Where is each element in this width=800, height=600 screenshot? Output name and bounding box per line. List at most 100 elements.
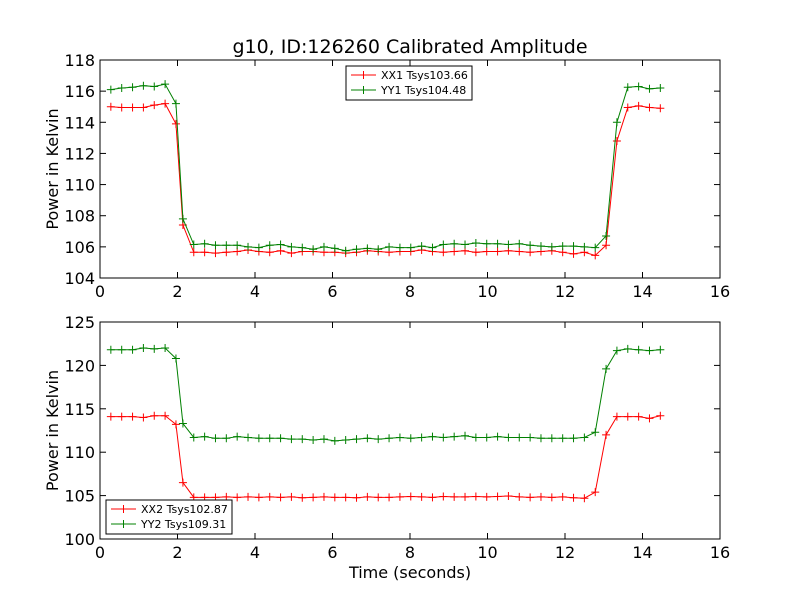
data-point xyxy=(171,99,180,108)
data-point xyxy=(178,419,187,428)
legend: XX1 Tsys103.66 YY1 Tsys104.48 xyxy=(345,65,473,101)
data-point xyxy=(656,84,665,93)
data-point xyxy=(287,242,296,251)
data-point xyxy=(450,239,459,248)
y-tick-label: 110 xyxy=(64,443,95,462)
data-point xyxy=(200,432,209,441)
data-point xyxy=(580,242,589,251)
data-point xyxy=(265,434,274,443)
axes-frame xyxy=(99,59,721,279)
y-tick-label: 106 xyxy=(64,238,95,257)
legend-box xyxy=(105,499,233,535)
data-point xyxy=(352,435,361,444)
data-point xyxy=(406,492,415,501)
legend-label: XX1 Tsys103.66 xyxy=(381,69,468,82)
data-point xyxy=(150,82,159,91)
data-point xyxy=(504,240,513,249)
data-point xyxy=(526,241,535,250)
data-point xyxy=(645,414,654,423)
legend-label: XX2 Tsys102.87 xyxy=(141,503,228,516)
data-point xyxy=(319,492,328,501)
series-line-1 xyxy=(110,415,661,499)
data-point xyxy=(352,245,361,254)
data-point xyxy=(417,433,426,442)
data-point xyxy=(406,434,415,443)
data-point xyxy=(178,478,187,487)
data-point xyxy=(265,241,274,250)
x-tick-label: 12 xyxy=(555,282,575,301)
data-point xyxy=(363,434,372,443)
x-tick-label: 14 xyxy=(632,543,652,562)
data-point xyxy=(171,119,180,128)
data-point xyxy=(222,434,231,443)
y-tick-label: 108 xyxy=(64,207,95,226)
data-point xyxy=(461,431,470,440)
data-point xyxy=(330,244,339,253)
data-point xyxy=(602,364,611,373)
data-point xyxy=(161,80,170,89)
data-point xyxy=(439,248,448,257)
data-point xyxy=(515,492,524,501)
data-point xyxy=(645,103,654,112)
data-point xyxy=(558,434,567,443)
x-tick-label: 16 xyxy=(710,282,730,301)
data-point xyxy=(482,247,491,256)
data-point xyxy=(515,433,524,442)
data-point xyxy=(602,241,611,250)
axes-frame xyxy=(99,321,721,540)
data-point xyxy=(428,493,437,502)
y-tick-label: 100 xyxy=(64,530,95,549)
data-point xyxy=(211,434,220,443)
legend-box xyxy=(345,65,473,101)
x-axis-label: Time (seconds) xyxy=(348,563,471,582)
data-point xyxy=(612,118,621,127)
data-point xyxy=(558,492,567,501)
x-tick-label: 8 xyxy=(405,282,415,301)
y-tick-label: 115 xyxy=(64,400,95,419)
data-point xyxy=(526,433,535,442)
data-point xyxy=(161,99,170,108)
y-tick-label: 110 xyxy=(64,176,95,195)
data-point xyxy=(276,434,285,443)
data-point xyxy=(233,493,242,502)
data-point xyxy=(233,241,242,250)
data-point xyxy=(602,231,611,240)
data-point xyxy=(150,101,159,110)
data-point xyxy=(150,344,159,353)
series-line-2 xyxy=(110,347,661,442)
data-point xyxy=(244,433,253,442)
data-point xyxy=(493,239,502,248)
data-point xyxy=(189,240,198,249)
data-point xyxy=(656,411,665,420)
data-point xyxy=(287,435,296,444)
data-point xyxy=(623,103,632,112)
data-point xyxy=(526,493,535,502)
legend-marker xyxy=(359,71,368,79)
data-point xyxy=(536,492,545,501)
data-point xyxy=(395,243,404,252)
data-point xyxy=(471,248,480,257)
data-point xyxy=(504,492,513,501)
data-point xyxy=(504,433,513,442)
legend-label: YY2 Tsys109.31 xyxy=(140,518,226,531)
data-point xyxy=(128,345,137,354)
x-tick-label: 10 xyxy=(477,282,497,301)
data-point xyxy=(656,104,665,113)
data-point xyxy=(591,488,600,497)
data-point xyxy=(106,85,115,94)
data-point xyxy=(385,242,394,251)
data-point xyxy=(569,493,578,502)
data-point xyxy=(200,239,209,248)
data-point xyxy=(569,242,578,251)
data-point xyxy=(493,247,502,256)
data-point xyxy=(298,435,307,444)
data-point xyxy=(580,433,589,442)
data-point xyxy=(471,238,480,247)
legend-marker xyxy=(119,505,128,513)
data-point xyxy=(612,346,621,355)
data-point xyxy=(319,242,328,251)
data-point xyxy=(428,432,437,441)
data-point xyxy=(385,493,394,502)
data-point xyxy=(265,248,274,257)
